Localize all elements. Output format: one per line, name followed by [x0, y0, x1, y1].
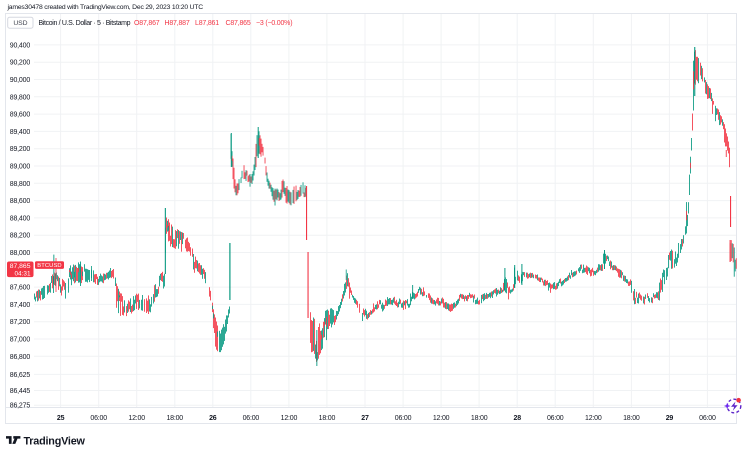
svg-text:12:00: 12:00: [281, 415, 298, 422]
svg-text:06:00: 06:00: [699, 415, 716, 422]
svg-text:25: 25: [57, 415, 65, 422]
svg-text:06:00: 06:00: [90, 415, 107, 422]
svg-text:O87,867: O87,867: [134, 20, 160, 27]
svg-text:18:00: 18:00: [319, 415, 336, 422]
svg-text:90,200: 90,200: [10, 60, 31, 67]
svg-text:87,865: 87,865: [10, 263, 31, 270]
svg-text:TradingView: TradingView: [24, 435, 86, 447]
svg-text:86,625: 86,625: [10, 372, 31, 379]
svg-text:86,800: 86,800: [10, 354, 31, 361]
svg-text:87,400: 87,400: [10, 302, 31, 309]
svg-text:04:31: 04:31: [15, 270, 31, 277]
svg-text:L87,861: L87,861: [195, 20, 219, 27]
svg-text:18:00: 18:00: [166, 415, 183, 422]
svg-text:90,000: 90,000: [10, 77, 31, 84]
svg-text:88,400: 88,400: [10, 215, 31, 222]
svg-text:12:00: 12:00: [585, 415, 602, 422]
svg-text:C87,865: C87,865: [226, 20, 251, 27]
svg-text:Bitcoin / U.S. Dollar · 5 · Bi: Bitcoin / U.S. Dollar · 5 · Bitstamp: [39, 20, 131, 27]
svg-text:29: 29: [666, 415, 674, 422]
svg-text:06:00: 06:00: [547, 415, 564, 422]
svg-text:87,000: 87,000: [10, 337, 31, 344]
svg-text:18:00: 18:00: [623, 415, 640, 422]
svg-text:88,200: 88,200: [10, 233, 31, 240]
svg-text:88,000: 88,000: [10, 250, 31, 257]
svg-text:88,800: 88,800: [10, 181, 31, 188]
svg-text:28: 28: [514, 415, 522, 422]
svg-text:BTCUSD: BTCUSD: [37, 263, 61, 269]
svg-text:89,800: 89,800: [10, 94, 31, 101]
svg-text:USD: USD: [13, 20, 27, 27]
svg-text:12:00: 12:00: [128, 415, 145, 422]
svg-text:86,445: 86,445: [10, 388, 31, 395]
svg-text:−3 (−0.00%): −3 (−0.00%): [256, 20, 292, 27]
svg-text:06:00: 06:00: [243, 415, 260, 422]
svg-text:27: 27: [361, 415, 369, 422]
svg-text:18:00: 18:00: [471, 415, 488, 422]
svg-text:06:00: 06:00: [395, 415, 412, 422]
svg-text:88,600: 88,600: [10, 198, 31, 205]
svg-text:89,400: 89,400: [10, 129, 31, 136]
svg-text:87,200: 87,200: [10, 319, 31, 326]
svg-text:89,200: 89,200: [10, 146, 31, 153]
svg-text:H87,887: H87,887: [165, 20, 190, 27]
svg-text:87,600: 87,600: [10, 285, 31, 292]
svg-text:james30478 created with Tradin: james30478 created with TradingView.com,…: [7, 4, 204, 11]
svg-text:26: 26: [209, 415, 217, 422]
svg-text:89,000: 89,000: [10, 164, 31, 171]
svg-text:12:00: 12:00: [433, 415, 450, 422]
svg-text:86,275: 86,275: [10, 403, 31, 410]
svg-text:89,600: 89,600: [10, 112, 31, 119]
svg-text:90,400: 90,400: [10, 42, 31, 49]
